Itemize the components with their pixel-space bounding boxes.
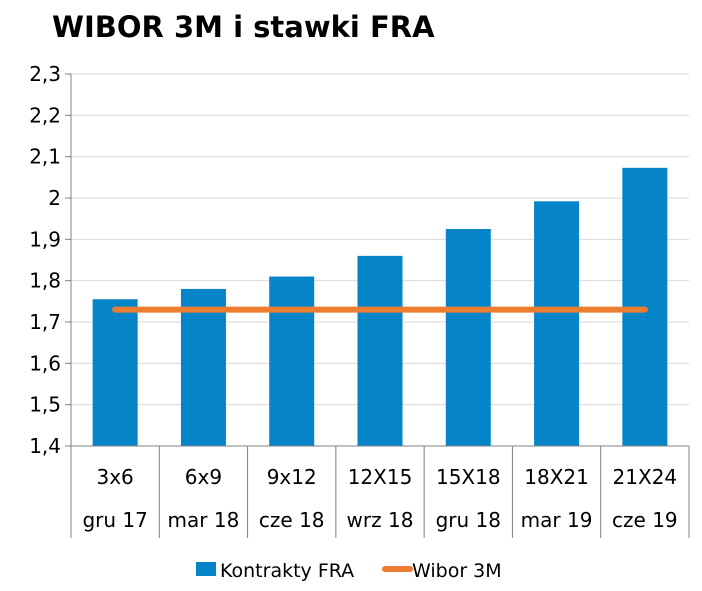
legend-label: Wibor 3M	[412, 560, 502, 582]
x-tick-label: 9x12	[267, 465, 317, 489]
legend-swatch-bar	[196, 562, 216, 576]
x-tick-label: 3x6	[96, 465, 133, 489]
x-tick-label-secondary: wrz 18	[347, 508, 414, 532]
axes	[65, 73, 690, 538]
x-tick-label: 15X18	[436, 465, 501, 489]
bar	[180, 288, 226, 446]
legend: Kontrakty FRA Wibor 3M	[196, 560, 502, 582]
y-tick-label: 1,6	[29, 351, 61, 375]
chart-title: WIBOR 3M i stawki FRA	[52, 10, 435, 44]
y-tick-label: 2,2	[29, 103, 61, 127]
y-tick-label: 2,1	[29, 145, 61, 169]
x-tick-label: 12X15	[348, 465, 413, 489]
y-tick-label: 1,5	[29, 393, 61, 417]
y-tick-label: 2	[48, 186, 61, 210]
legend-label: Kontrakty FRA	[220, 560, 354, 582]
y-tick-labels: 1,4 1,5 1,6 1,7 1,8 1,9 2 2,1 2,2 2,3	[29, 62, 61, 458]
bar	[92, 299, 138, 446]
x-tick-label-secondary: mar 18	[168, 508, 240, 532]
bar	[534, 201, 580, 446]
x-tick-label: 18X21	[524, 465, 589, 489]
y-tick-label: 1,4	[29, 434, 61, 458]
x-tick-label: 21X24	[613, 465, 678, 489]
x-tick-label-secondary: cze 19	[612, 508, 678, 532]
x-tick-labels: 3x6 6x9 9x12 12X15 15X18 18X21 21X24 gru 17 mar …	[82, 465, 677, 532]
y-tick-label: 1,8	[29, 269, 61, 293]
y-tick-label: 1,7	[29, 310, 61, 334]
y-tick-label: 2,3	[29, 62, 61, 86]
x-tick-label-secondary: cze 18	[259, 508, 325, 532]
y-tick-label: 1,9	[29, 227, 61, 251]
x-tick-label-secondary: mar 19	[521, 508, 593, 532]
bar	[445, 229, 491, 446]
x-tick-label-secondary: gru 18	[436, 508, 501, 532]
x-tick-label: 6x9	[185, 465, 222, 489]
bar	[269, 276, 315, 446]
bar	[357, 255, 403, 446]
x-tick-label-secondary: gru 17	[82, 508, 147, 532]
